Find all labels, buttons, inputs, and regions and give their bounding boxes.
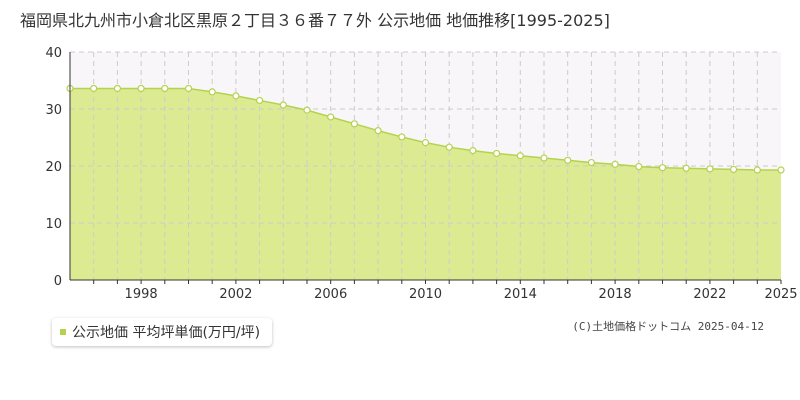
data-point [516,152,524,160]
data-point [564,156,572,164]
data-point [90,84,98,93]
data-point [113,84,122,93]
y-tick-label: 0 [54,274,62,289]
data-point [161,84,169,93]
data-point [232,92,240,100]
data-point [658,164,667,172]
y-tick-label: 30 [45,103,62,118]
data-point [256,96,264,105]
x-tick-label: 2010 [409,287,442,302]
data-point [421,139,430,147]
data-point [682,164,690,172]
data-point [611,160,619,168]
data-point [493,149,501,158]
x-tick-label: 2018 [599,287,632,302]
legend: 公示地価 平均坪単価(万円/坪) [52,318,273,346]
data-point [374,127,382,135]
x-tick-label: 1998 [125,287,158,302]
data-point [540,154,548,162]
legend-swatch [60,329,66,335]
data-point [729,165,738,174]
data-point [398,133,406,141]
data-point [184,84,193,93]
x-tick-label: 2014 [504,287,537,302]
data-point [469,147,477,155]
data-point [587,158,596,167]
legend-label: 公示地価 平均坪単価(万円/坪) [72,325,261,341]
y-tick-label: 40 [45,46,62,61]
data-point [303,106,311,114]
data-point [635,162,643,171]
data-point [327,113,335,121]
x-tick-label: 2025 [764,287,797,302]
data-point [445,143,453,151]
y-tick-label: 20 [45,160,62,175]
x-tick-label: 2022 [693,287,726,302]
data-point [208,88,216,96]
chart-title: 福岡県北九州市小倉北区黒原２丁目３６番７７外 公示地価 地価推移[1995-20… [20,11,610,30]
copyright-text: (C)土地価格ドットコム 2025-04-12 [572,320,764,333]
data-point [753,166,761,174]
data-point [706,165,714,173]
data-point [350,120,358,128]
data-point [137,84,145,93]
x-tick-label: 2006 [314,287,347,302]
x-tick-label: 2002 [219,287,252,302]
data-point [777,166,785,174]
data-point [279,101,287,109]
y-tick-label: 10 [45,217,62,232]
area-fill [70,88,781,280]
